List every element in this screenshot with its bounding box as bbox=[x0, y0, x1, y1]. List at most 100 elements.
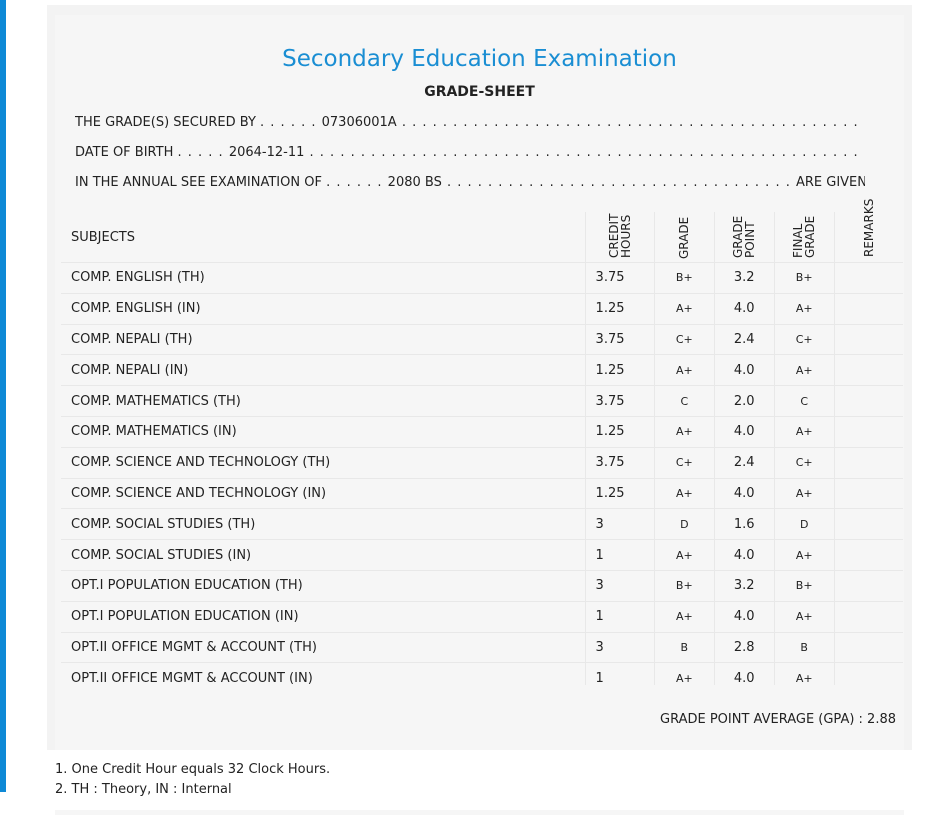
grade-cell: A+ bbox=[653, 293, 715, 325]
grade-point-cell: 4.0 bbox=[713, 478, 775, 510]
subject-cell: COMP. SOCIAL STUDIES (TH) bbox=[61, 508, 586, 541]
credit-hours-cell: 1.25 bbox=[584, 293, 655, 325]
dot-leader: . . . . . . bbox=[326, 175, 388, 190]
remarks-cell bbox=[833, 601, 903, 633]
gpa-band bbox=[55, 685, 904, 750]
table-row: COMP. NEPALI (TH) 3.75 C+ 2.4 C+ bbox=[61, 324, 903, 356]
exam-suffix: ARE GIVEN BELOW . . . bbox=[795, 175, 865, 190]
credit-hours-cell: 1 bbox=[584, 539, 655, 571]
credit-hours-cell: 3 bbox=[584, 508, 655, 541]
grade-cell: A+ bbox=[653, 478, 715, 510]
table-row: COMP. SOCIAL STUDIES (TH) 3 D 1.6 D bbox=[61, 508, 903, 541]
final-grade-cell: A+ bbox=[773, 416, 835, 448]
final-grade-cell: A+ bbox=[773, 539, 835, 571]
dob-value: 2064-12-11 bbox=[228, 145, 305, 160]
subject-cell: COMP. NEPALI (IN) bbox=[61, 354, 586, 387]
grade-cell: C+ bbox=[653, 324, 715, 356]
credit-hours-cell: 3 bbox=[584, 570, 655, 602]
final-grade-cell: C+ bbox=[773, 324, 835, 356]
table-row: COMP. ENGLISH (TH) 3.75 B+ 3.2 B+ bbox=[61, 262, 903, 294]
dot-leader: . . . . . . . . . . . . . . . . . . . . … bbox=[441, 175, 796, 190]
remarks-cell bbox=[833, 416, 903, 448]
subject-cell: OPT.I POPULATION EDUCATION (IN) bbox=[61, 601, 586, 633]
left-accent-bar bbox=[0, 0, 6, 792]
subject-cell: COMP. MATHEMATICS (IN) bbox=[61, 416, 586, 448]
grade-point-cell: 2.4 bbox=[713, 447, 775, 479]
final-grade-cell: C bbox=[773, 385, 835, 417]
secured-by-label: THE GRADE(S) SECURED BY bbox=[75, 115, 256, 130]
table-row: OPT.II OFFICE MGMT & ACCOUNT (TH) 3 B 2.8 B bbox=[61, 632, 903, 664]
grade-sheet: Secondary Education Examination GRADE-SH… bbox=[47, 15, 912, 815]
final-grade-cell: A+ bbox=[773, 601, 835, 633]
grade-point-cell: 2.4 bbox=[713, 324, 775, 356]
grade-cell: A+ bbox=[653, 539, 715, 571]
remarks-cell bbox=[833, 478, 903, 510]
exam-label: IN THE ANNUAL SEE EXAMINATION OF bbox=[75, 175, 322, 190]
table-row: COMP. MATHEMATICS (TH) 3.75 C 2.0 C bbox=[61, 385, 903, 417]
header-credit-hours: CREDIT HOURS bbox=[584, 212, 655, 263]
exam-year-line: IN THE ANNUAL SEE EXAMINATION OF . . . .… bbox=[75, 175, 865, 190]
final-grade-cell: B+ bbox=[773, 570, 835, 602]
grade-cell: A+ bbox=[653, 601, 715, 633]
header-grade: GRADE bbox=[653, 212, 715, 263]
final-grade-cell: D bbox=[773, 508, 835, 541]
grade-point-cell: 3.2 bbox=[713, 570, 775, 602]
subject-cell: COMP. NEPALI (TH) bbox=[61, 324, 586, 356]
grade-cell: B+ bbox=[653, 262, 715, 294]
final-grade-cell: A+ bbox=[773, 293, 835, 325]
table-row: COMP. SCIENCE AND TECHNOLOGY (TH) 3.75 C+ 2… bbox=[61, 447, 903, 479]
grade-point-cell: 4.0 bbox=[713, 293, 775, 325]
remarks-cell bbox=[833, 632, 903, 664]
dot-leader: . . . . . . bbox=[260, 115, 322, 130]
final-grade-cell: C+ bbox=[773, 447, 835, 479]
remarks-cell bbox=[833, 508, 903, 541]
credit-hours-cell: 3.75 bbox=[584, 447, 655, 479]
credit-hours-cell: 3.75 bbox=[584, 262, 655, 294]
gpa-summary: GRADE POINT AVERAGE (GPA) : 2.88 bbox=[660, 712, 896, 727]
subject-cell: OPT.I POPULATION EDUCATION (TH) bbox=[61, 570, 586, 602]
table-row: COMP. SOCIAL STUDIES (IN) 1 A+ 4.0 A+ bbox=[61, 539, 903, 571]
grades-table: SUBJECTS CREDIT HOURS GRADE GRADE POINT … bbox=[61, 198, 903, 695]
credit-hours-cell: 3 bbox=[584, 632, 655, 664]
grade-cell: D bbox=[653, 508, 715, 541]
header-subjects: SUBJECTS bbox=[61, 212, 586, 263]
grade-point-cell: 4.0 bbox=[713, 416, 775, 448]
dot-leader: . . . . . . . . . . . . . . . . . . . . … bbox=[401, 115, 865, 130]
exam-year-value: 2080 BS bbox=[387, 175, 442, 190]
credit-hours-cell: 3.75 bbox=[584, 385, 655, 417]
credit-hours-cell: 3.75 bbox=[584, 324, 655, 356]
grade-cell: A+ bbox=[653, 416, 715, 448]
table-row: OPT.I POPULATION EDUCATION (IN) 1 A+ 4.0 A+ bbox=[61, 601, 903, 633]
subject-cell: OPT.II OFFICE MGMT & ACCOUNT (TH) bbox=[61, 632, 586, 664]
exam-title: Secondary Education Examination bbox=[282, 46, 677, 72]
remarks-cell bbox=[833, 293, 903, 325]
note-2: 2. TH : Theory, IN : Internal bbox=[55, 782, 232, 797]
table-row: COMP. SCIENCE AND TECHNOLOGY (IN) 1.25 A+ 4… bbox=[61, 478, 903, 510]
grade-cell: C bbox=[653, 385, 715, 417]
credit-hours-cell: 1.25 bbox=[584, 354, 655, 387]
final-grade-cell: A+ bbox=[773, 354, 835, 387]
grade-point-cell: 4.0 bbox=[713, 354, 775, 387]
final-grade-cell: A+ bbox=[773, 478, 835, 510]
note-1: 1. One Credit Hour equals 32 Clock Hours… bbox=[55, 762, 331, 777]
table-row: COMP. ENGLISH (IN) 1.25 A+ 4.0 A+ bbox=[61, 293, 903, 325]
grade-point-cell: 3.2 bbox=[713, 262, 775, 294]
table-row: OPT.I POPULATION EDUCATION (TH) 3 B+ 3.2 B+ bbox=[61, 570, 903, 602]
final-grade-cell: B+ bbox=[773, 262, 835, 294]
remarks-cell bbox=[833, 354, 903, 387]
symbol-number: 07306001A bbox=[321, 115, 397, 130]
header-grade-point: GRADE POINT bbox=[713, 212, 775, 263]
grade-cell: A+ bbox=[653, 354, 715, 387]
credit-hours-cell: 1 bbox=[584, 601, 655, 633]
table-header-row: SUBJECTS CREDIT HOURS GRADE GRADE POINT … bbox=[61, 198, 903, 263]
grade-point-cell: 4.0 bbox=[713, 539, 775, 571]
date-of-birth-line: DATE OF BIRTH . . . . . 2064-12-11 . . .… bbox=[75, 145, 865, 160]
subject-cell: COMP. SOCIAL STUDIES (IN) bbox=[61, 539, 586, 571]
header-final-grade: FINAL GRADE bbox=[773, 212, 835, 263]
dot-leader: . . . . . . . . . . . . . . . . . . . . … bbox=[309, 145, 865, 160]
notes-section: 1. One Credit Hour equals 32 Clock Hours… bbox=[47, 750, 912, 810]
remarks-cell bbox=[833, 324, 903, 356]
grade-sheet-heading: GRADE-SHEET bbox=[424, 84, 535, 100]
remarks-cell bbox=[833, 539, 903, 571]
subject-cell: COMP. SCIENCE AND TECHNOLOGY (TH) bbox=[61, 447, 586, 479]
